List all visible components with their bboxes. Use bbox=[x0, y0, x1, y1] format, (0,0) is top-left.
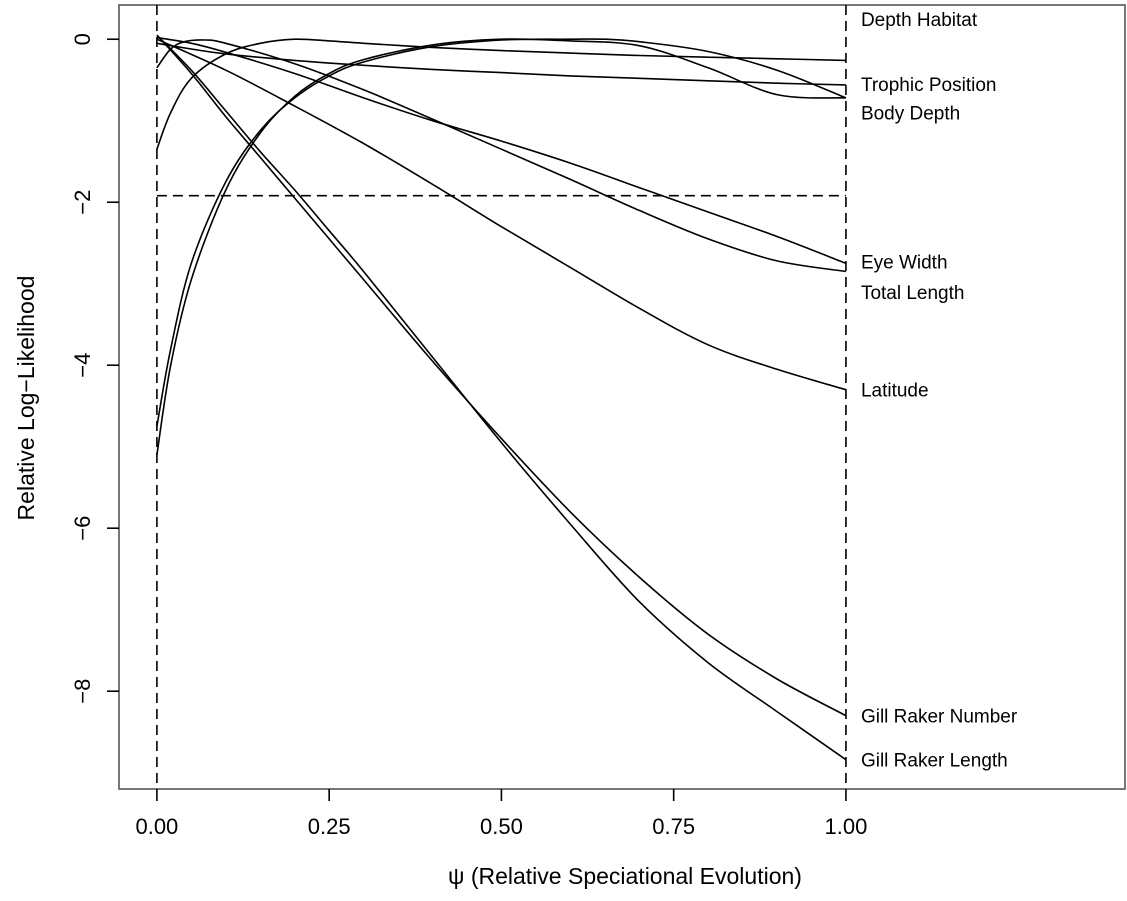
series-line-total-length bbox=[156, 39, 847, 273]
x-axis: 0.00 0.25 0.50 0.75 1.00 bbox=[135, 789, 867, 839]
series-label-latitude: Latitude bbox=[861, 381, 929, 402]
series-labels: Depth Habitat Trophic Position Body Depth E… bbox=[861, 10, 1018, 772]
series-line-body-depth bbox=[156, 38, 847, 427]
series-label-depth-habitat: Depth Habitat bbox=[861, 10, 978, 31]
x-tick-label: 0.25 bbox=[308, 814, 351, 839]
series-label-total-length: Total Length bbox=[861, 283, 965, 304]
series-line-latitude bbox=[156, 38, 847, 391]
series-label-trophic-position: Trophic Position bbox=[861, 75, 997, 96]
y-tick-label: −2 bbox=[70, 190, 95, 215]
series-curves bbox=[156, 34, 847, 761]
series-label-body-depth: Body Depth bbox=[861, 104, 960, 125]
series-label-gill-raker-length: Gill Raker Length bbox=[861, 751, 1008, 772]
series-line-eye-width bbox=[156, 36, 847, 265]
x-tick-label: 1.00 bbox=[825, 814, 868, 839]
y-tick-label: 0 bbox=[70, 33, 95, 45]
y-tick-label: −4 bbox=[70, 353, 95, 378]
series-line-gill-raker-number bbox=[156, 38, 846, 456]
series-line-unlabeled-8 bbox=[156, 34, 847, 761]
y-tick-label: −8 bbox=[70, 679, 95, 704]
series-line-depth-habitat bbox=[156, 38, 846, 150]
x-tick-label: 0.50 bbox=[480, 814, 523, 839]
series-line-trophic-position bbox=[156, 42, 846, 86]
plot-frame bbox=[118, 4, 1126, 790]
series-label-gill-raker-number: Gill Raker Number bbox=[861, 707, 1018, 728]
y-axis-title: Relative Log−Likelihood bbox=[13, 276, 39, 521]
series-line-gill-raker-length bbox=[156, 34, 847, 717]
x-tick-label: 0.75 bbox=[652, 814, 695, 839]
y-tick-label: −6 bbox=[70, 516, 95, 541]
reference-lines bbox=[156, 5, 847, 789]
x-axis-title: ψ (Relative Speciational Evolution) bbox=[448, 863, 802, 889]
y-axis: 0 −2 −4 −6 −8 bbox=[70, 33, 119, 704]
series-label-eye-width: Eye Width bbox=[861, 253, 948, 274]
x-tick-label: 0.00 bbox=[135, 814, 178, 839]
